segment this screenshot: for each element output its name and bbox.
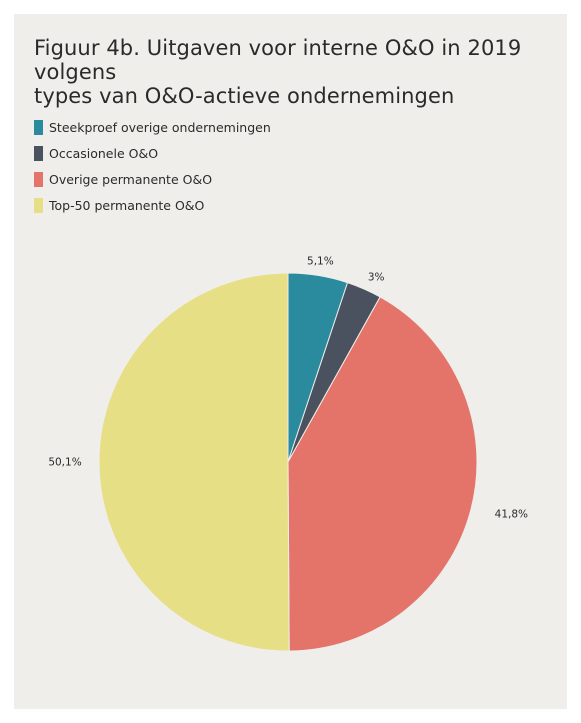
legend-label: Top-50 permanente O&O [49, 197, 205, 213]
pie-slice-2 [287, 296, 478, 652]
legend-swatch [34, 145, 43, 161]
pie-slice-label-3: 50,1% [48, 457, 81, 469]
legend-label: Overige permanente O&O [49, 171, 213, 187]
chart-title-line-2: types van O&O-actieve ondernemingen [34, 84, 455, 108]
pie-slice-label-0: 5,1% [307, 256, 334, 268]
chart-title-line-1: Figuur 4b. Uitgaven voor interne O&O in … [34, 36, 522, 84]
legend-swatch [34, 119, 43, 135]
legend-item-steekproef: Steekproef overige ondernemingen [34, 114, 271, 140]
legend-label: Occasionele O&O [49, 145, 159, 161]
legend-item-top-50: Top-50 permanente O&O [34, 192, 271, 218]
pie-slice-label-2: 41,8% [495, 509, 528, 521]
legend: Steekproef overige ondernemingen Occasio… [34, 114, 271, 218]
pie-slice-3 [98, 272, 290, 652]
chart-title: Figuur 4b. Uitgaven voor interne O&O in … [34, 36, 554, 108]
legend-label: Steekproef overige ondernemingen [49, 119, 271, 135]
pie-slice-label-1: 3% [368, 271, 385, 283]
legend-item-overige-permanente: Overige permanente O&O [34, 166, 271, 192]
legend-swatch [34, 171, 43, 187]
legend-swatch [34, 197, 43, 213]
legend-item-occasionele: Occasionele O&O [34, 140, 271, 166]
